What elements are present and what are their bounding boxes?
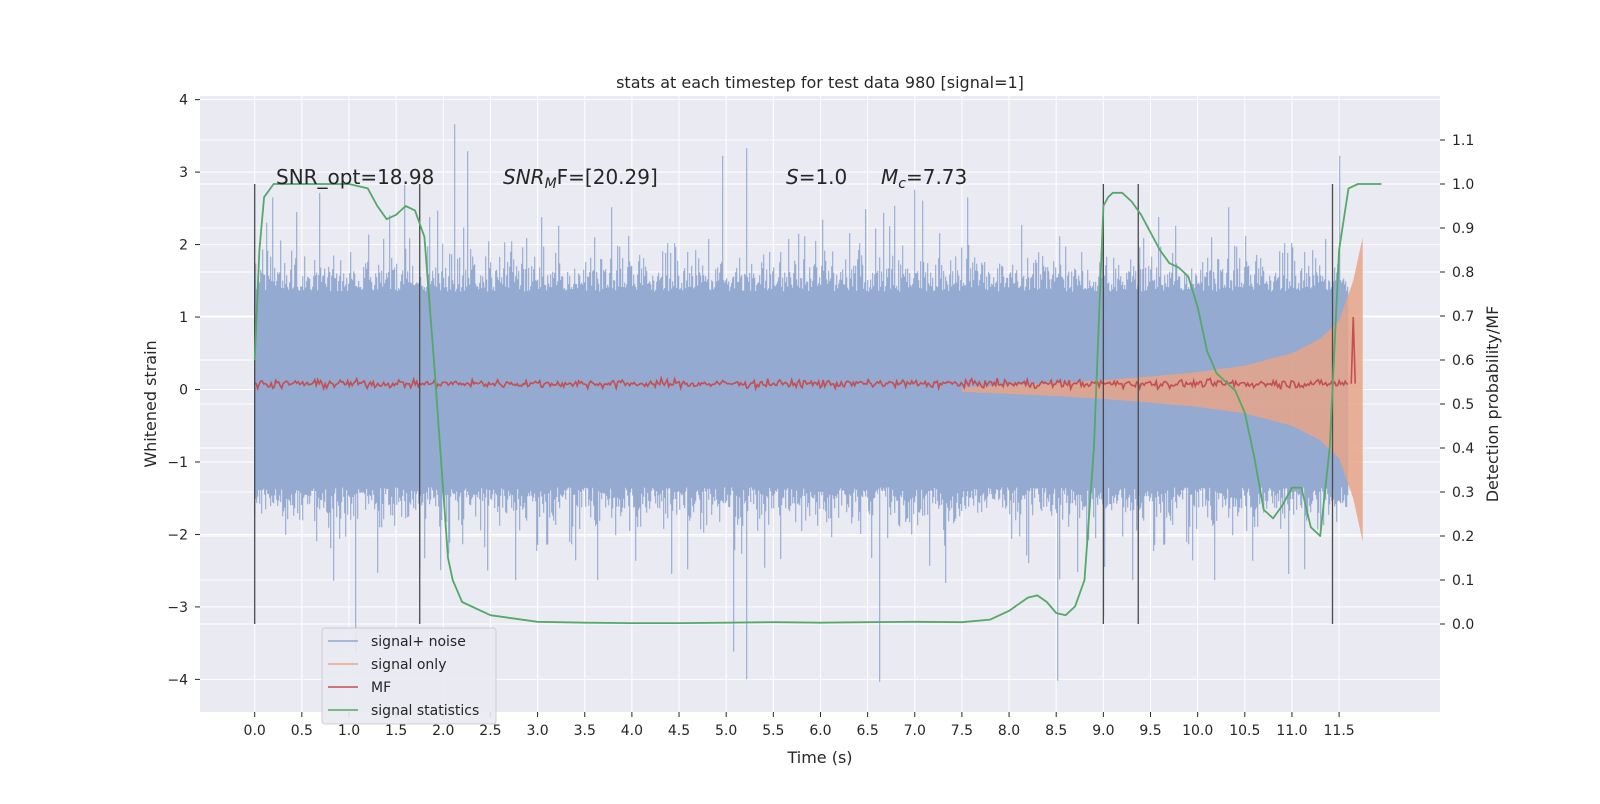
y-right-tick-label: 0.0 [1452,617,1474,633]
right-y-axis-label: Detection probability/MF [1483,306,1502,503]
snr-mf-base: SNR [503,165,545,189]
y-right-tick-label: 0.6 [1452,353,1474,369]
mc-symbol: M [881,165,898,189]
x-tick-label: 7.5 [951,723,973,739]
y-right-tick-label: 0.5 [1452,397,1474,413]
chart-title: stats at each timestep for test data 980… [616,73,1024,92]
x-tick-label: 6.0 [809,723,831,739]
annotation-s: S=1.0 [786,165,847,189]
x-tick-label: 9.0 [1092,723,1114,739]
x-tick-label: 2.5 [479,723,501,739]
mf-series [254,317,1357,392]
x-tick-label: 11.5 [1324,723,1355,739]
x-tick-label: 1.0 [338,723,360,739]
x-tick-label: 3.0 [526,723,548,739]
y-right-tick-label: 0.2 [1452,529,1474,545]
signal-only-series [961,237,1363,542]
right-y-axis-ticks: 1.1 1.0 0.9 0.8 0.7 0.6 0.5 0.4 0.3 0.2 0.1 0.0 [1440,133,1474,633]
y-left-tick-label: 4 [179,93,188,109]
mf-peak [1350,317,1357,384]
legend: signal+ noise signal only MF signal stat… [321,627,497,725]
x-tick-label: 1.5 [385,723,407,739]
legend-label-1: signal only [371,657,446,673]
x-tick-label: 2.0 [432,723,454,739]
x-tick-label: 10.5 [1229,723,1260,739]
x-tick-label: 8.5 [1045,723,1067,739]
y-left-tick-label: −1 [167,455,188,471]
x-tick-label: 4.5 [668,723,690,739]
legend-label-0: signal+ noise [371,634,466,650]
y-left-tick-label: −4 [167,672,188,688]
y-left-tick-label: 0 [179,383,188,399]
s-symbol: S [786,165,799,189]
y-left-tick-label: 1 [179,310,188,326]
left-y-axis-ticks: 4 3 2 1 0 −1 −2 −3 −4 [167,93,200,688]
y-right-tick-label: 1.0 [1452,177,1474,193]
signal-statistics-series [253,183,1382,624]
left-y-axis-label: Whitened strain [141,340,160,467]
legend-label-2: MF [371,680,391,696]
y-right-tick-label: 0.4 [1452,441,1474,457]
y-right-tick-label: 0.1 [1452,573,1474,589]
x-tick-label: 9.5 [1139,723,1161,739]
y-left-tick-label: −2 [167,527,188,543]
x-tick-label: 5.0 [715,723,737,739]
x-tick-label: 4.0 [621,723,643,739]
y-left-tick-label: −3 [167,600,188,616]
x-tick-label: 10.0 [1182,723,1213,739]
signal-only-envelope [961,237,1363,542]
y-right-tick-label: 1.1 [1452,133,1474,149]
annotation-snr-opt: SNR_opt=18.98 [276,165,434,189]
x-tick-label: 11.0 [1276,723,1307,739]
snr-mf-rest: F=[20.29] [557,165,658,189]
y-right-tick-label: 0.7 [1452,309,1474,325]
annotation-mc: Mc=7.73 [881,165,967,192]
mc-sub: c [898,176,906,192]
s-value: =1.0 [799,165,848,189]
x-tick-label: 0.0 [244,723,266,739]
mc-value: =7.73 [906,165,967,189]
x-tick-label: 0.5 [291,723,313,739]
x-tick-label: 3.5 [574,723,596,739]
x-axis-label: Time (s) [786,748,852,767]
signal-statistics-curve [253,183,1382,624]
annotation-snr-mf: SNRMF=[20.29] [503,165,658,192]
legend-label-3: signal statistics [371,703,479,719]
x-tick-label: 6.5 [856,723,878,739]
vertical-lines [254,184,1334,624]
x-tick-label: 8.0 [998,723,1020,739]
snr-mf-sub: M [545,176,557,192]
y-left-tick-label: 3 [179,165,188,181]
mf-trace [254,375,1349,392]
x-axis-ticks: 0.0 0.5 1.0 1.5 2.0 2.5 3.0 3.5 4.0 4.5 5.0 5.5 6.0 6… [244,712,1355,739]
x-tick-label: 7.0 [904,723,926,739]
x-tick-label: 5.5 [762,723,784,739]
y-right-tick-label: 0.3 [1452,485,1474,501]
y-left-tick-label: 2 [179,238,188,254]
y-right-tick-label: 0.8 [1452,265,1474,281]
y-right-tick-label: 0.9 [1452,221,1474,237]
legend-box [321,627,497,725]
